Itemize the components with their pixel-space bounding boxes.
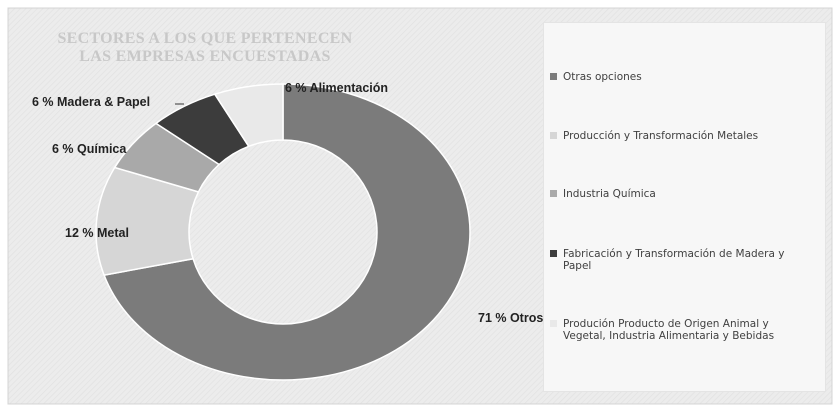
- data-label: 6 % Alimentación: [285, 81, 388, 95]
- legend-swatch: [550, 250, 557, 257]
- legend-swatch: [550, 73, 557, 80]
- legend-label: Industria Química: [563, 188, 656, 200]
- chart-title: SECTORES A LOS QUE PERTENECEN: [57, 30, 352, 47]
- donut-slice: [103, 83, 471, 381]
- data-label: 71 % Otros: [478, 311, 543, 325]
- data-label: 6 % Madera & Papel: [32, 95, 150, 109]
- legend-item: Industria Química: [550, 188, 812, 200]
- legend-swatch: [550, 132, 557, 139]
- legend-swatch: [550, 190, 557, 197]
- legend-label: Produción Producto de Origen Animal y Ve…: [563, 318, 775, 342]
- legend-label: Otras opciones: [563, 71, 642, 83]
- donut-slice: [213, 83, 284, 148]
- legend-item: Producción y Transformación Metales: [550, 130, 812, 142]
- legend-item: Otras opciones: [550, 71, 812, 83]
- chart-title: LAS EMPRESAS ENCUESTADAS: [79, 48, 330, 65]
- data-label: 6 % Química: [52, 142, 127, 156]
- legend: Otras opciones Producción y Transformació…: [543, 22, 826, 392]
- legend-item: Produción Producto de Origen Animal y Ve…: [550, 318, 812, 342]
- legend-label: Producción y Transformación Metales: [563, 130, 759, 142]
- legend-label: Fabricación y Transformación de Madera y…: [563, 248, 785, 272]
- legend-item: Fabricación y Transformación de Madera y…: [550, 248, 812, 272]
- legend-swatch: [550, 320, 557, 327]
- data-label: 12 % Metal: [65, 226, 129, 240]
